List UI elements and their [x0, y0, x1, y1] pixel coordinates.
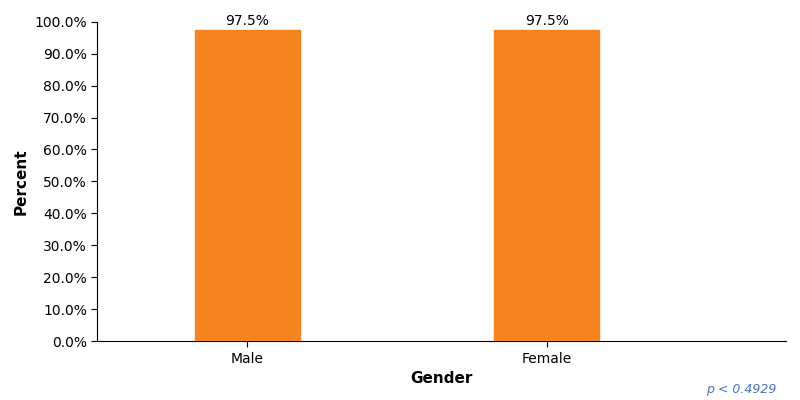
- Bar: [194, 30, 299, 341]
- Y-axis label: Percent: Percent: [14, 148, 29, 215]
- Text: 97.5%: 97.5%: [226, 14, 269, 28]
- Bar: [494, 30, 599, 341]
- Text: 97.5%: 97.5%: [525, 14, 569, 28]
- Text: p < 0.4929: p < 0.4929: [706, 383, 776, 396]
- X-axis label: Gender: Gender: [410, 371, 473, 386]
